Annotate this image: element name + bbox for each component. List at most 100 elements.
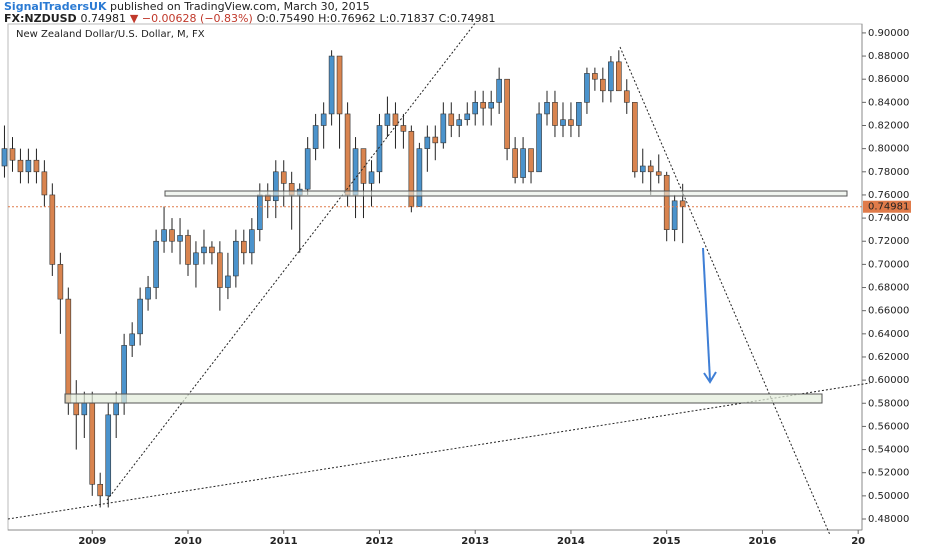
candle-body xyxy=(528,148,534,173)
candle-body xyxy=(592,73,598,80)
candle-body xyxy=(416,148,423,207)
drawings xyxy=(7,21,871,536)
y-tick-label: 0.52000 xyxy=(868,468,909,479)
candle-body xyxy=(440,113,447,144)
candle-body xyxy=(488,102,494,109)
candle-body xyxy=(520,148,526,178)
candle-body xyxy=(145,287,151,300)
candle-body xyxy=(368,171,375,184)
candle-body xyxy=(25,159,32,173)
candle-body xyxy=(647,165,654,173)
candle-body xyxy=(655,171,662,176)
symbol-line: FX:NZDUSD 0.74981 ▼ −0.00628 (−0.83%) O:… xyxy=(4,12,496,25)
candle-body xyxy=(560,119,566,126)
candle-body xyxy=(600,78,606,92)
trend-line xyxy=(619,46,831,536)
candle-body xyxy=(41,171,48,196)
author[interactable]: SignalTradersUK xyxy=(4,0,107,13)
candle-body xyxy=(97,483,103,497)
candle-body xyxy=(280,171,287,184)
x-tick-label: 2015 xyxy=(653,536,681,547)
candle-body xyxy=(424,136,431,149)
candle-body xyxy=(113,402,119,416)
y-tick-label: 0.66000 xyxy=(868,306,909,317)
candle-body xyxy=(65,298,72,404)
x-tick-label: 2011 xyxy=(270,536,298,547)
x-tick-label: 2010 xyxy=(174,536,202,547)
candle-body xyxy=(1,148,8,167)
candle-body xyxy=(639,165,646,173)
zone xyxy=(64,393,823,404)
arrow-head xyxy=(703,371,717,384)
candle-body xyxy=(137,298,143,335)
candle-body xyxy=(161,229,167,242)
y-tick-label: 0.88000 xyxy=(868,51,909,62)
candle-body xyxy=(448,113,455,126)
candle-body xyxy=(536,113,542,173)
candle-body xyxy=(584,73,590,103)
candle-body xyxy=(608,61,614,92)
candle-body xyxy=(496,78,502,103)
candle-body xyxy=(512,148,518,178)
y-tick-label: 0.56000 xyxy=(868,421,909,432)
y-tick-label: 0.64000 xyxy=(868,329,909,340)
price-label: 0.74981 xyxy=(868,202,909,213)
candle-body xyxy=(81,402,88,416)
candle-body xyxy=(225,275,231,288)
chart-title: New Zealand Dollar/U.S. Dollar, M, FX xyxy=(16,29,205,40)
trend-line xyxy=(106,21,477,501)
candle-body xyxy=(632,102,638,173)
candle-body xyxy=(480,102,486,109)
candle-body xyxy=(360,148,367,184)
candle-body xyxy=(408,130,415,207)
candle-body xyxy=(129,333,135,346)
candle-body xyxy=(576,102,582,126)
y-tick-label: 0.68000 xyxy=(868,283,909,294)
candle-body xyxy=(9,148,16,161)
candle-body xyxy=(49,194,56,265)
candle-body xyxy=(400,125,407,132)
y-tick-label: 0.50000 xyxy=(868,491,909,502)
x-tick-label: 2013 xyxy=(461,536,489,547)
y-tick-label: 0.62000 xyxy=(868,352,909,363)
candle-body xyxy=(272,171,279,202)
trend-line xyxy=(7,382,871,520)
candle-body xyxy=(185,235,191,265)
price-label-box xyxy=(863,200,911,213)
y-tick-label: 0.76000 xyxy=(868,190,909,201)
y-tick-label: 0.78000 xyxy=(868,167,909,178)
candle-body xyxy=(193,252,199,265)
x-tick-label: 20 xyxy=(851,536,865,547)
candle-body xyxy=(33,159,40,173)
x-tick-label: 2009 xyxy=(78,536,106,547)
candle-body xyxy=(241,240,247,254)
candle-body xyxy=(432,136,439,144)
ohlc: O:0.75490 xyxy=(257,12,315,25)
candle-body xyxy=(209,246,215,254)
y-tick-label: 0.72000 xyxy=(868,236,909,247)
x-tick-label: 2014 xyxy=(557,536,585,547)
candle-body xyxy=(312,125,319,149)
candle-body xyxy=(89,402,96,485)
symbol: FX:NZDUSD xyxy=(4,12,77,25)
y-tick-label: 0.60000 xyxy=(868,375,909,386)
candle-body xyxy=(177,235,183,242)
candle-body xyxy=(671,200,678,230)
candle-body xyxy=(57,264,64,300)
candle-body xyxy=(384,113,391,126)
candle-body xyxy=(344,113,351,196)
candle-body xyxy=(105,414,112,497)
header-line: SignalTradersUK published on TradingView… xyxy=(4,0,370,13)
x-tick-label: 2012 xyxy=(366,536,394,547)
y-tick-label: 0.54000 xyxy=(868,445,909,456)
candle-body xyxy=(376,125,383,173)
candle-body xyxy=(169,229,175,242)
y-tick-label: 0.48000 xyxy=(868,514,909,525)
candle-body xyxy=(304,148,311,190)
candle-body xyxy=(153,240,159,288)
candle-body xyxy=(392,113,399,126)
ohlc: C:0.74981 xyxy=(439,12,496,25)
y-tick-label: 0.90000 xyxy=(868,28,909,39)
candle-body xyxy=(217,252,223,288)
